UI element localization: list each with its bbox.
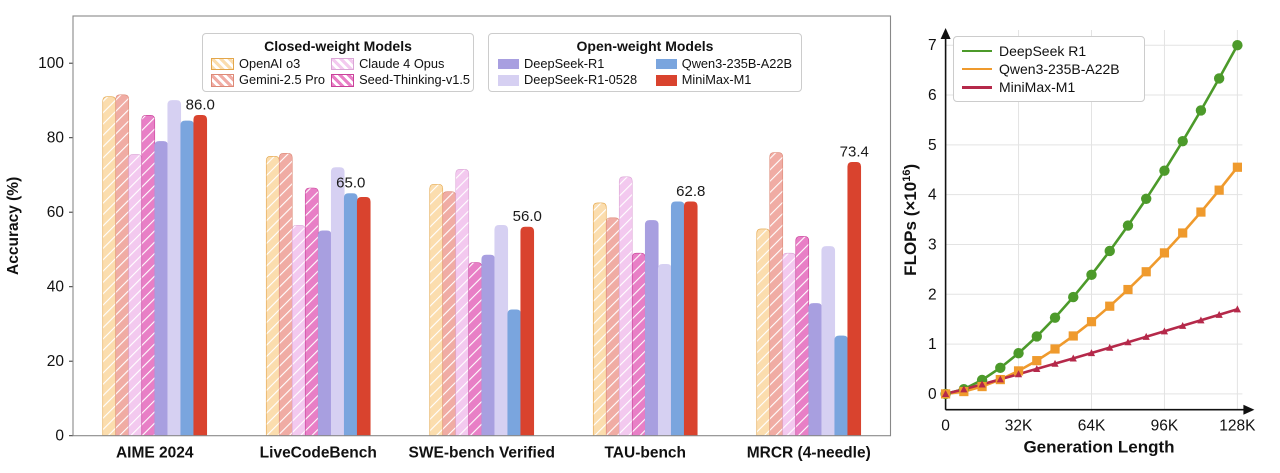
svg-text:0: 0 xyxy=(928,386,937,403)
svg-text:SWE-bench Verified: SWE-bench Verified xyxy=(409,445,555,462)
svg-text:56.0: 56.0 xyxy=(513,208,542,225)
svg-text:6: 6 xyxy=(928,87,937,104)
svg-text:3: 3 xyxy=(928,236,937,253)
svg-text:128K: 128K xyxy=(1219,418,1256,435)
svg-text:60: 60 xyxy=(47,204,65,221)
svg-text:62.8: 62.8 xyxy=(676,183,705,200)
svg-text:2: 2 xyxy=(928,286,937,303)
svg-text:5: 5 xyxy=(928,137,937,154)
svg-text:65.0: 65.0 xyxy=(336,175,365,192)
svg-text:7: 7 xyxy=(928,37,937,54)
svg-text:0: 0 xyxy=(941,418,950,435)
svg-text:40: 40 xyxy=(47,279,65,296)
svg-text:LiveCodeBench: LiveCodeBench xyxy=(260,445,377,462)
svg-text:Generation Length: Generation Length xyxy=(1023,438,1174,457)
svg-text:96K: 96K xyxy=(1151,418,1179,435)
svg-text:100: 100 xyxy=(38,55,64,72)
svg-text:80: 80 xyxy=(47,130,65,147)
svg-text:4: 4 xyxy=(928,187,937,204)
svg-text:64K: 64K xyxy=(1078,418,1106,435)
svg-text:MRCR (4-needle): MRCR (4-needle) xyxy=(747,445,871,462)
svg-text:20: 20 xyxy=(47,353,65,370)
svg-text:86.0: 86.0 xyxy=(186,96,215,113)
svg-text:FLOPs (×1016): FLOPs (×1016) xyxy=(901,164,920,276)
svg-text:0: 0 xyxy=(55,428,64,445)
svg-text:32K: 32K xyxy=(1005,418,1033,435)
svg-text:73.4: 73.4 xyxy=(840,143,869,160)
svg-text:TAU-bench: TAU-bench xyxy=(604,445,686,462)
svg-text:Accuracy (%): Accuracy (%) xyxy=(5,177,22,275)
svg-text:AIME 2024: AIME 2024 xyxy=(116,445,194,462)
svg-text:1: 1 xyxy=(928,336,937,353)
